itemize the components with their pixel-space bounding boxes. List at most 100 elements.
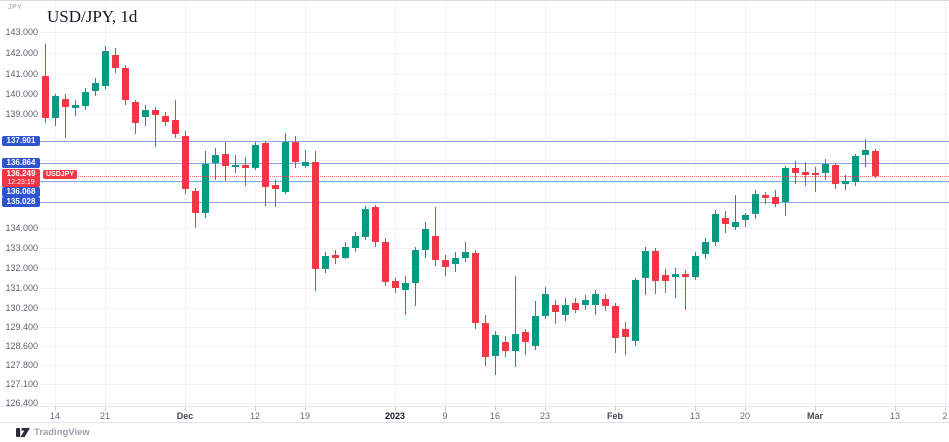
candle-down <box>392 280 399 288</box>
candle-up <box>92 82 99 91</box>
candle-wick <box>175 99 176 139</box>
candle-down <box>622 328 629 338</box>
candle-down <box>312 161 319 270</box>
price-level-chip[interactable]: 135.028 <box>2 196 40 207</box>
candle-down <box>182 135 189 189</box>
time-axis-label[interactable]: 2023 <box>384 411 406 421</box>
time-gridline <box>545 1 546 406</box>
candle-down <box>442 259 449 268</box>
candle-down <box>292 141 299 162</box>
time-axis-tick <box>945 407 946 411</box>
candle-up <box>72 104 79 108</box>
time-axis-label[interactable]: 13 <box>689 411 701 421</box>
time-gridline <box>815 1 816 406</box>
tradingview-attribution[interactable]: TradingView <box>16 425 90 439</box>
price-axis-label[interactable]: 139.000 <box>5 108 38 119</box>
chart-plot-area[interactable]: 143.000 142.000 141.000 140.000 139.000 134.0… <box>0 1 949 406</box>
time-axis-tick <box>395 407 396 411</box>
time-axis-tick <box>495 407 496 411</box>
price-level-line[interactable] <box>40 201 949 203</box>
candle-up <box>542 293 549 316</box>
candle-down <box>612 306 619 339</box>
price-axis-label[interactable]: 140.000 <box>5 88 38 99</box>
price-axis-label[interactable]: 131.000 <box>5 282 38 293</box>
price-level-line[interactable] <box>40 180 949 182</box>
current-price-line <box>70 176 949 178</box>
time-axis-label[interactable]: 21 <box>99 411 111 421</box>
candle-down <box>262 142 269 187</box>
candle-up <box>512 333 519 352</box>
price-level-line[interactable] <box>40 162 949 164</box>
candle-down <box>162 115 169 123</box>
price-axis-label[interactable]: 143.000 <box>5 27 38 37</box>
time-axis-tick <box>815 407 816 411</box>
price-level-chip[interactable]: 136.864 <box>2 157 40 168</box>
time-gridline <box>185 1 186 406</box>
candle-up <box>672 273 679 277</box>
symbol-price-tag: USDJPY <box>43 170 78 179</box>
price-axis-label[interactable]: 126.400 <box>5 397 38 407</box>
time-axis-tick <box>255 407 256 411</box>
time-axis-label[interactable]: Dec <box>176 411 194 421</box>
price-axis-label[interactable]: 127.100 <box>5 378 38 389</box>
candle-wick <box>665 268 666 293</box>
candle-up <box>712 213 719 242</box>
time-axis-label[interactable]: 14 <box>49 411 61 421</box>
price-level-chip[interactable]: 137.901 <box>2 135 40 146</box>
price-axis-label[interactable]: 141.000 <box>5 68 38 79</box>
candle-down <box>502 341 509 352</box>
current-price-chip: 136.249 12:23:19 <box>2 169 40 187</box>
time-gridline <box>615 1 616 406</box>
price-axis-label[interactable]: 128.600 <box>5 340 38 351</box>
candle-up <box>422 229 429 250</box>
time-axis-label[interactable]: Feb <box>606 411 624 421</box>
candle-up <box>592 293 599 305</box>
time-axis[interactable]: 14 21 Dec 12 19 2023 9 16 23 Feb 13 20 Mar 13 2 <box>0 406 949 423</box>
time-axis-label[interactable]: 9 <box>442 411 448 421</box>
candle-down <box>192 190 199 213</box>
price-axis-label[interactable]: 134.000 <box>5 223 38 233</box>
candle-up <box>582 300 589 305</box>
price-level-chip[interactable]: 136.068 <box>2 187 40 197</box>
time-axis-label[interactable]: 19 <box>299 411 311 421</box>
current-price-time: 12:23:19 <box>7 179 35 186</box>
candle-wick <box>235 155 236 173</box>
time-axis-tick <box>185 407 186 411</box>
candle-wick <box>515 275 516 368</box>
candle-wick <box>75 99 76 116</box>
time-axis-label[interactable]: 16 <box>489 411 501 421</box>
candle-down <box>722 217 729 225</box>
time-axis-label[interactable]: 20 <box>739 411 751 421</box>
candle-down <box>432 236 439 260</box>
time-axis-label[interactable]: 23 <box>539 411 551 421</box>
candle-up <box>322 255 329 270</box>
time-axis-label[interactable]: 13 <box>889 411 901 421</box>
candle-down <box>772 197 779 204</box>
time-axis-label[interactable]: Mar <box>806 411 824 421</box>
price-axis-label[interactable]: 127.800 <box>5 359 38 370</box>
candle-wick <box>275 179 276 208</box>
candle-down <box>572 302 579 310</box>
time-gridline <box>395 1 396 406</box>
candle-up <box>632 279 639 341</box>
candle-down <box>242 165 249 169</box>
price-axis-label[interactable]: 129.400 <box>5 321 38 332</box>
price-level-line[interactable] <box>40 140 949 142</box>
candle-wick <box>735 194 736 230</box>
price-axis-label[interactable]: 132.000 <box>5 262 38 273</box>
price-axis-label[interactable]: 133.000 <box>5 243 38 253</box>
current-price-value: 136.249 <box>6 169 36 178</box>
candle-down <box>602 298 609 307</box>
candle-down <box>872 151 879 177</box>
candle-down <box>122 68 129 100</box>
time-gridline <box>305 1 306 406</box>
candle-down <box>802 171 809 176</box>
price-axis-label[interactable]: 142.000 <box>5 47 38 58</box>
price-axis-label[interactable]: 130.200 <box>5 302 38 313</box>
time-axis-label[interactable]: 2 <box>942 411 948 421</box>
candle-up <box>52 95 59 119</box>
time-axis-label[interactable]: 12 <box>249 411 261 421</box>
candle-down <box>132 101 139 124</box>
candle-wick <box>625 321 626 355</box>
